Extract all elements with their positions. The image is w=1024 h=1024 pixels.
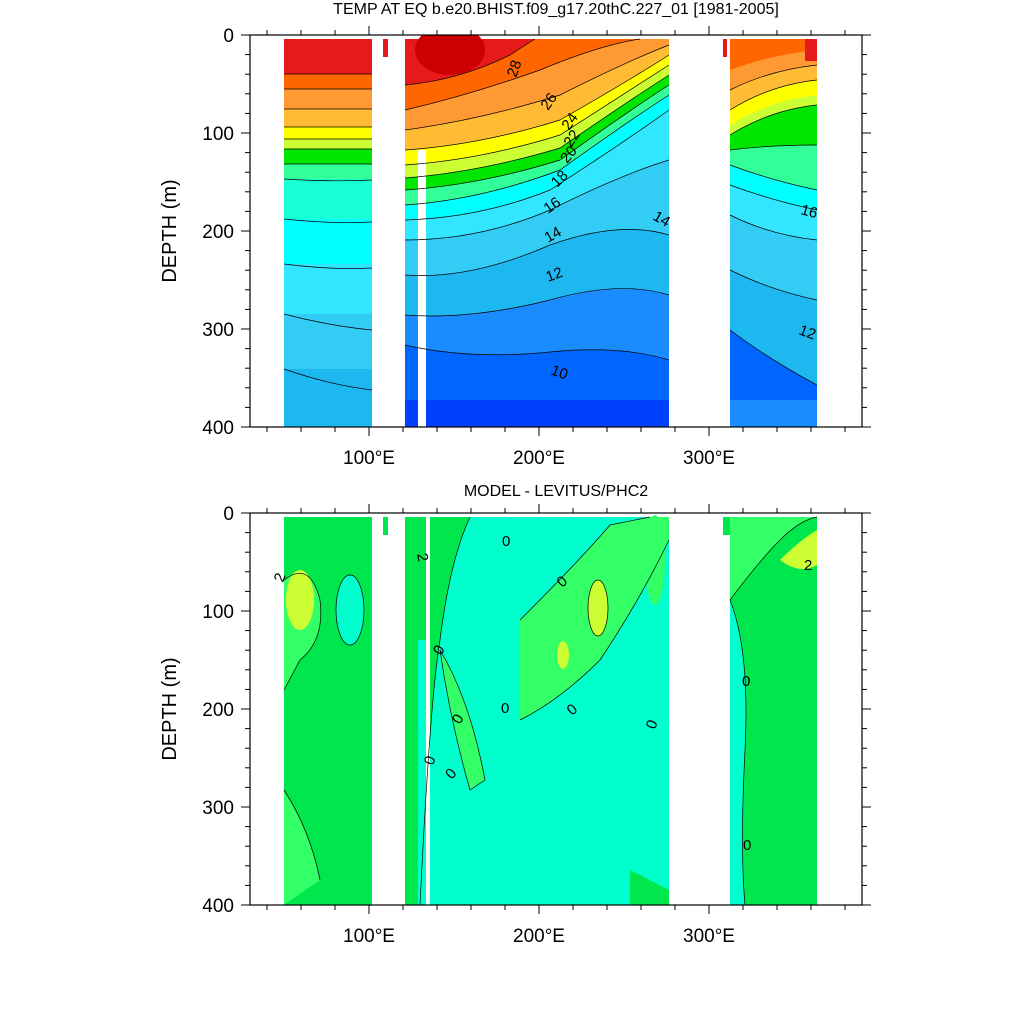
top-y-tick-label: 400 [202, 418, 234, 439]
bottom-contour-label: 0 [743, 837, 751, 854]
top-x-tick-label: 300°E [683, 448, 735, 469]
top-contour-label: 12 [544, 264, 565, 286]
bottom-fill-indian-pos [286, 570, 314, 630]
temperature-panel: TEMP AT EQ b.e20.BHIST.f09_g17.20thC.227… [159, 1, 871, 469]
bottom-fill-pacific-pos1 [588, 580, 608, 636]
top-chart-title: TEMP AT EQ b.e20.BHIST.f09_g17.20thC.227… [333, 1, 779, 18]
bottom-fill-indian-neg [336, 575, 364, 645]
top-land-gap-2 [418, 150, 426, 427]
top-fill-atlantic-deep [730, 330, 817, 400]
top-contour-label: 14 [650, 208, 673, 231]
top-x-tick-label: 200°E [513, 448, 565, 469]
top-contour-label: 14 [542, 223, 565, 246]
top-land-gap-1 [372, 39, 405, 427]
top-contour-label: 22 [560, 127, 583, 150]
top-contour-labels: 28 26 24 22 20 18 16 14 12 10 14 16 12 [504, 58, 820, 384]
bottom-fill-atlantic-pos [780, 530, 817, 569]
bottom-fill-atlantic-top [730, 517, 817, 600]
bottom-y-tick-label: 200 [202, 700, 234, 721]
top-contour-label: 28 [504, 58, 526, 79]
top-contour-label: 10 [549, 362, 570, 384]
top-contour-label: 16 [799, 201, 820, 222]
top-axes: 100°E 200°E 300°E 0 100 200 300 400 [202, 26, 871, 469]
bottom-contour-label: 2 [804, 557, 812, 574]
top-y-tick-label: 300 [202, 320, 234, 341]
bottom-contour-label: 0 [502, 533, 510, 550]
top-fill-pacific-29 [415, 35, 485, 75]
bottom-land-gap-1 [372, 517, 405, 905]
top-island-2 [723, 39, 727, 57]
top-fill-indian-l12 [284, 39, 372, 74]
top-island-1 [383, 39, 388, 57]
bottom-land-gap-2 [426, 517, 430, 905]
bottom-y-tick-label: 300 [202, 798, 234, 819]
bottom-contour-label: 2 [413, 552, 431, 563]
top-fill-atlantic-26 [730, 39, 817, 70]
bottom-fill-pacific-pos2 [557, 641, 569, 669]
bottom-y-tick-label: 400 [202, 896, 234, 917]
top-y-tick-label: 100 [202, 124, 234, 145]
top-y-axis-label: DEPTH (m) [159, 179, 181, 282]
top-contour-label: 26 [537, 90, 560, 113]
top-contour-fill [283, 35, 818, 427]
bottom-y-tick-label: 100 [202, 602, 234, 623]
bottom-fill-pacific-streak [440, 650, 485, 790]
top-fill-atlantic-28 [805, 39, 817, 61]
bottom-fill-atlantic-neg [730, 600, 746, 905]
top-contour-lines [283, 38, 818, 391]
bottom-x-tick-label: 300°E [683, 926, 735, 947]
top-contour-label: 24 [558, 110, 581, 133]
bottom-x-tick-label: 200°E [513, 926, 565, 947]
bottom-island-2 [723, 517, 730, 535]
bottom-fill-pacific-east [645, 515, 665, 605]
bottom-contour-lines [283, 516, 818, 905]
top-fill-pacific-10 [405, 345, 669, 400]
bottom-fill-indian-light-2 [284, 790, 320, 905]
top-y-tick-label: 200 [202, 222, 234, 243]
bottom-contour-label: 0 [742, 673, 750, 690]
bottom-contour-fill [283, 515, 818, 905]
top-contour-label: 12 [797, 322, 818, 344]
bottom-y-axis-label: DEPTH (m) [159, 657, 181, 760]
bottom-chart-title: MODEL - LEVITUS/PHC2 [464, 483, 648, 500]
bottom-contour-label: 0 [501, 700, 509, 717]
top-x-tick-label: 100°E [343, 448, 395, 469]
bottom-x-tick-label: 100°E [343, 926, 395, 947]
top-contour-label: 16 [541, 194, 564, 217]
bottom-fill-pacific-deep-east [630, 870, 669, 905]
bottom-fill-strait [418, 640, 426, 905]
bottom-island-1 [383, 517, 388, 535]
bottom-y-tick-label: 0 [223, 504, 234, 525]
difference-panel: MODEL - LEVITUS/PHC2 [159, 483, 871, 947]
top-y-tick-label: 0 [223, 26, 234, 47]
